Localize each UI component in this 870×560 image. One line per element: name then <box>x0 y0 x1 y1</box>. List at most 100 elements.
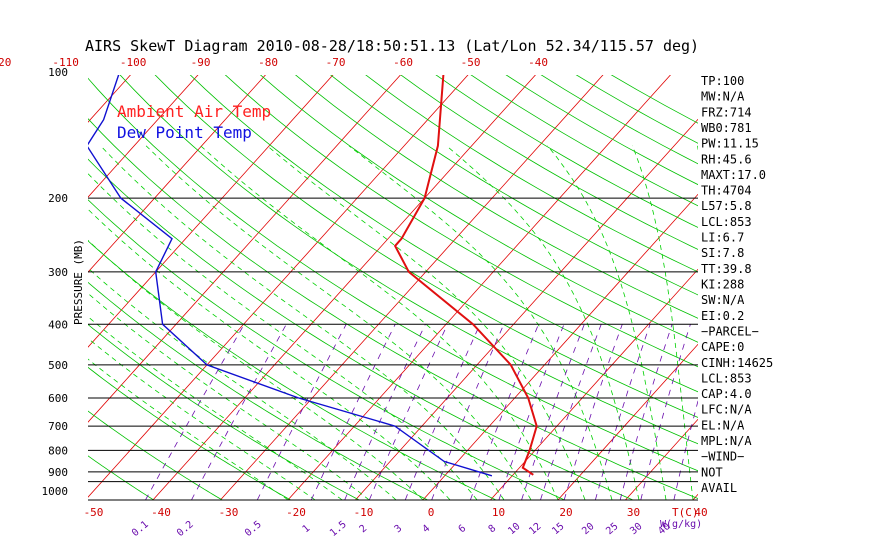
sounding-parameter: SW:N/A <box>701 293 745 307</box>
dry-adiabat-line <box>154 75 698 418</box>
top-temp-tick-label: -40 <box>528 56 548 69</box>
bottom-temp-tick-label: -50 <box>84 506 104 519</box>
bottom-temp-tick-label: -30 <box>219 506 239 519</box>
mixing-ratio-tick-label: 25 <box>604 521 620 537</box>
mixing-ratio-line <box>640 324 691 500</box>
dry-adiabat-line <box>119 75 698 445</box>
dry-adiabat-line <box>88 199 565 500</box>
sounding-parameter: LI:6.7 <box>701 231 744 245</box>
sounding-parameter: AVAIL <box>701 481 737 495</box>
moist-adiabat-line <box>100 145 505 500</box>
mixing-ratio-line <box>619 324 673 500</box>
legend: Ambient Air Temp Dew Point Temp <box>117 102 271 142</box>
bottom-temp-tick-label: 40 <box>694 506 707 519</box>
dry-adiabat-line <box>88 455 154 500</box>
dry-adiabat-line <box>88 281 428 500</box>
sounding-parameter: MW:N/A <box>701 90 745 104</box>
moist-adiabat-line <box>145 145 532 500</box>
sounding-parameter: −PARCEL− <box>701 324 759 338</box>
y-axis-label: PRESSURE (MB) <box>72 239 85 325</box>
sounding-parameter: TP:100 <box>701 74 744 88</box>
isotherm-line <box>489 268 698 500</box>
temperature-profile-line <box>393 75 538 476</box>
sounding-parameter: SI:7.8 <box>701 246 744 260</box>
top-temp-tick-label: -110 <box>52 56 79 69</box>
legend-entry: Ambient Air Temp <box>117 102 271 121</box>
top-temp-tick-label: -80 <box>258 56 278 69</box>
sounding-parameter: LCL:853 <box>701 371 752 385</box>
dry-adiabat-line <box>88 118 698 499</box>
bottom-temp-tick-label: 0 <box>428 506 435 519</box>
dry-adiabat-line <box>295 75 698 319</box>
dry-adiabat-line <box>88 158 633 500</box>
dry-adiabat-line <box>435 75 698 228</box>
sounding-parameter: CAPE:0 <box>701 340 744 354</box>
dry-adiabat-line <box>365 75 698 273</box>
sounding-parameter: PW:11.15 <box>701 137 759 151</box>
dry-adiabat-line <box>330 75 698 296</box>
mixing-ratio-tick-label: 4 <box>421 523 433 535</box>
mixing-ratio-tick-label: 20 <box>580 521 596 537</box>
dry-adiabat-line <box>88 366 291 500</box>
top-temp-tick-label: -50 <box>461 56 481 69</box>
mixing-ratio-tick-label: 0.5 <box>243 519 264 539</box>
isotherm-line <box>751 60 870 510</box>
isotherm-line <box>88 75 334 348</box>
moist-adiabat-line <box>547 145 667 500</box>
top-temp-tick-label: -70 <box>326 56 346 69</box>
dry-adiabat-line <box>259 75 698 343</box>
bottom-temp-tick-label: -40 <box>151 506 171 519</box>
top-temp-tick-label: -100 <box>120 56 147 69</box>
dewpoint-profile-line <box>88 75 493 477</box>
moist-adiabat-line <box>88 208 451 500</box>
mixing-ratio-line <box>344 324 426 500</box>
mixing-ratio-line <box>595 324 651 500</box>
sounding-parameter: WB0:781 <box>701 121 752 135</box>
pressure-tick-label: 700 <box>48 420 68 433</box>
moist-adiabat-line <box>88 173 478 500</box>
bottom-temp-tick-label: 20 <box>559 506 572 519</box>
dry-adiabat-line <box>88 324 360 500</box>
isotherm-line <box>88 75 469 498</box>
isotherm-line <box>0 60 76 510</box>
isotherm-line <box>88 75 266 273</box>
mixing-ratio-line <box>431 324 505 500</box>
bottom-temp-tick-label: -10 <box>354 506 374 519</box>
pressure-tick-label: 800 <box>48 444 68 457</box>
sounding-parameter: CINH:14625 <box>701 356 773 370</box>
mixing-ratio-line <box>540 324 602 500</box>
mixing-ratio-line <box>256 324 347 500</box>
mixing-ratio-line <box>368 324 448 500</box>
mixing-ratio-unit-label: W(g/kg) <box>660 519 702 530</box>
sounding-parameter: CAP:4.0 <box>701 387 752 401</box>
mixing-ratio-tick-label: 0.1 <box>130 519 151 539</box>
pressure-tick-label: 600 <box>48 392 68 405</box>
mixing-ratio-tick-label: 6 <box>457 523 469 535</box>
dry-adiabat-line <box>88 410 223 500</box>
sounding-parameter: FRZ:714 <box>701 105 752 119</box>
isotherm-line <box>88 75 199 198</box>
dry-adiabat-line <box>0 72 17 500</box>
sounding-profiles <box>88 75 538 477</box>
sounding-parameter: L57:5.8 <box>701 199 752 213</box>
sounding-parameter: TT:39.8 <box>701 262 752 276</box>
mixing-ratio-tick-label: 1.5 <box>328 519 349 539</box>
dry-adiabat-line <box>400 75 698 250</box>
sounding-parameter: EI:0.2 <box>701 309 744 323</box>
mixing-ratio-line <box>191 324 287 500</box>
sounding-parameter: −WIND− <box>701 450 744 464</box>
pressure-tick-label: 300 <box>48 266 68 279</box>
dry-adiabat-line <box>224 75 698 368</box>
top-temp-tick-label: -120 <box>0 56 11 69</box>
pressure-tick-label: 100 <box>48 66 68 79</box>
mixing-ratio-tick-label: 0.2 <box>175 519 196 539</box>
isotherm-line <box>624 418 698 500</box>
chart-title: AIRS SkewT Diagram 2010-08-28/18:50:51.1… <box>85 37 699 55</box>
sounding-parameter: EL:N/A <box>701 418 745 432</box>
temp-unit-label: T(C) <box>672 506 699 519</box>
mixing-ratio-tick-label: 30 <box>628 521 644 537</box>
bottom-temp-tick-label: 30 <box>627 506 640 519</box>
mixing-ratio-tick-label: 2 <box>358 523 370 535</box>
sounding-parameter: RH:45.6 <box>701 152 752 166</box>
